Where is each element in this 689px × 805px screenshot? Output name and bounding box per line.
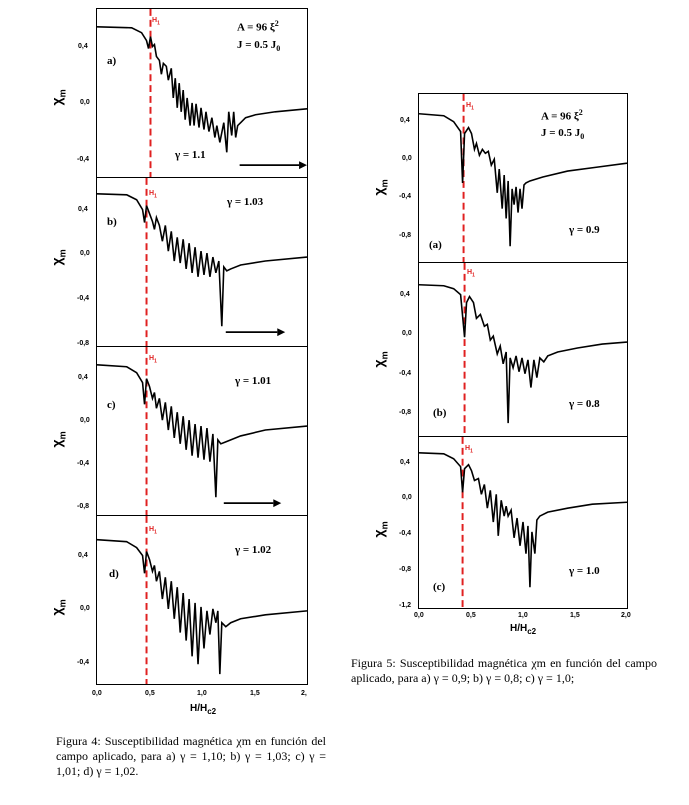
fig5-panel-b-plot <box>419 263 627 436</box>
x-axis-label: H/Hc2 <box>510 623 537 636</box>
y-axis-label: χm <box>48 249 68 266</box>
ytick: 0,0 <box>80 250 90 257</box>
ytick: -0,8 <box>77 340 90 347</box>
xtick: 1,5 <box>250 690 260 697</box>
ytick: -0,4 <box>77 295 90 302</box>
param-a-label: A = 96 ξ2 <box>237 19 279 34</box>
fig4-panel-b-plot <box>97 178 307 346</box>
fig4-panel-a-plot <box>97 9 307 177</box>
ytick: 0,4 <box>78 374 88 381</box>
ytick: 0,0 <box>80 99 90 106</box>
ytick: 0,4 <box>400 291 410 298</box>
gamma-label: γ = 1.01 <box>235 375 272 387</box>
gamma-label: γ = 0.8 <box>569 398 600 410</box>
panel-letter: a) <box>107 55 117 67</box>
param-j-label: J = 0.5 J0 <box>541 127 585 142</box>
fig4-panel-c-plot <box>97 347 307 515</box>
ytick: -0,8 <box>399 409 412 416</box>
gamma-label: γ = 0.9 <box>569 224 600 236</box>
xtick: 0,5 <box>466 612 476 619</box>
ytick: -0,8 <box>399 232 412 239</box>
ytick: -1,2 <box>399 602 412 609</box>
ytick: -0,4 <box>77 659 90 666</box>
xtick: 1,5 <box>570 612 580 619</box>
xtick: 0,0 <box>414 612 424 619</box>
figure-5-caption: Figura 5: Susceptibilidad magnética χm e… <box>351 656 657 685</box>
h1-marker-label: H1 <box>465 445 473 455</box>
ytick: -0,4 <box>77 156 90 163</box>
fig5-panel-a-plot <box>419 94 627 262</box>
ytick: -0,4 <box>399 530 412 537</box>
xtick: 2,0 <box>621 612 631 619</box>
y-axis-label: χm <box>48 599 68 616</box>
fig4-panel-c: H1 c) γ = 1.01 <box>96 346 308 516</box>
y-axis-label: χm <box>370 521 390 538</box>
ytick: -0,4 <box>399 193 412 200</box>
h1-marker-label: H1 <box>152 17 160 27</box>
gamma-label: γ = 1.0 <box>569 565 600 577</box>
ytick: 0,4 <box>400 459 410 466</box>
x-axis-label: H/Hc2 <box>190 703 217 716</box>
panel-letter: d) <box>109 568 119 580</box>
figure-4-caption: Figura 4: Susceptibilidad magnética χm e… <box>56 734 326 778</box>
ytick: -0,4 <box>399 370 412 377</box>
xtick: 1,0 <box>197 690 207 697</box>
ytick: 0,0 <box>402 155 412 162</box>
fig5-panel-b: H1 (b) γ = 0.8 <box>418 262 628 437</box>
ytick: 0,0 <box>402 494 412 501</box>
h1-marker-label: H1 <box>466 102 474 112</box>
ytick: -0,8 <box>399 566 412 573</box>
panel-letter: (b) <box>433 407 447 419</box>
gamma-label: γ = 1.03 <box>227 196 264 208</box>
fig5-panel-c-plot <box>419 437 627 608</box>
fig4-panel-a: H1 A = 96 ξ2 J = 0.5 J0 a) γ = 1.1 <box>96 8 308 178</box>
ytick: 0,4 <box>78 552 88 559</box>
param-a-label: A = 96 ξ2 <box>541 108 583 123</box>
y-axis-label: χm <box>370 179 390 196</box>
y-axis-label: χm <box>370 351 390 368</box>
fig5-panel-a: H1 A = 96 ξ2 J = 0.5 J0 (a) γ = 0.9 <box>418 93 628 263</box>
fig4-panel-d: H1 d) γ = 1.02 <box>96 515 308 685</box>
y-axis-label: χm <box>48 431 68 448</box>
y-axis-label: χm <box>48 89 68 106</box>
ytick: 0,4 <box>400 117 410 124</box>
xtick: 0,5 <box>145 690 155 697</box>
fig5-panel-c: H1 (c) γ = 1.0 <box>418 436 628 609</box>
xtick: 2, <box>301 690 307 697</box>
xtick: 0,0 <box>92 690 102 697</box>
param-j-label: J = 0.5 J0 <box>237 39 281 54</box>
ytick: -0,8 <box>77 503 90 510</box>
fig4-panel-b: H1 b) γ = 1.03 <box>96 177 308 347</box>
h1-marker-label: H1 <box>149 190 157 200</box>
h1-marker-label: H1 <box>467 269 475 279</box>
h1-marker-label: H1 <box>149 526 157 536</box>
ytick: 0,4 <box>78 43 88 50</box>
fig4-panel-d-plot <box>97 516 307 684</box>
panel-letter: b) <box>107 216 117 228</box>
gamma-label: γ = 1.02 <box>235 544 272 556</box>
ytick: 0,4 <box>78 206 88 213</box>
ytick: 0,0 <box>402 330 412 337</box>
ytick: 0,0 <box>80 605 90 612</box>
ytick: -0,4 <box>77 460 90 467</box>
panel-letter: c) <box>107 399 116 411</box>
ytick: 0,0 <box>80 417 90 424</box>
gamma-label: γ = 1.1 <box>175 149 206 161</box>
h1-marker-label: H1 <box>149 355 157 365</box>
panel-letter: (a) <box>429 239 442 251</box>
xtick: 1,0 <box>518 612 528 619</box>
panel-letter: (c) <box>433 581 446 593</box>
